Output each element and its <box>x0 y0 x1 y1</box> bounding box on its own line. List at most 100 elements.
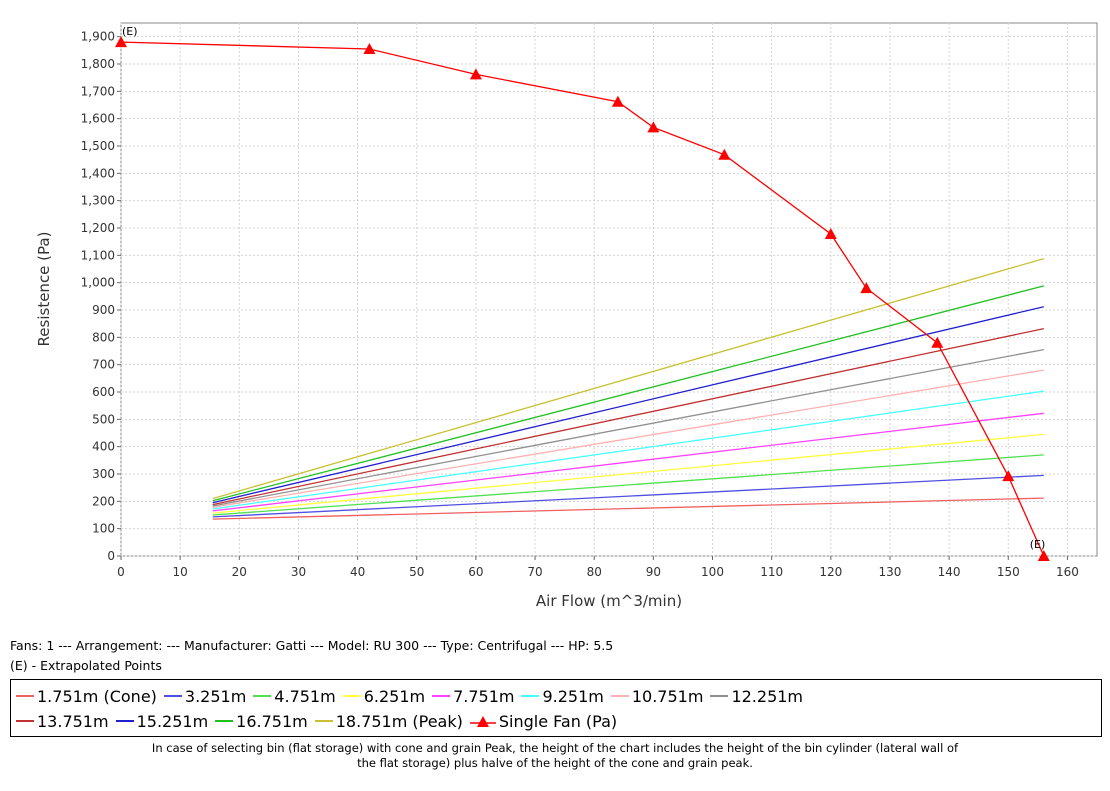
data-point-marker <box>469 68 482 80</box>
legend-swatch <box>253 695 272 697</box>
extrapolated-note: (E) - Extrapolated Points <box>10 658 162 673</box>
legend: 1.751m (Cone) 3.251m 4.751m 6.251m 7.751m 9.2… <box>10 679 1102 737</box>
legend-item: 4.751m <box>253 687 336 706</box>
x-tick-label: 50 <box>409 565 424 579</box>
legend-item: 6.251m <box>342 686 426 706</box>
data-point-marker <box>1002 470 1015 482</box>
x-tick-label: 100 <box>701 565 724 579</box>
legend-label: 9.251m <box>542 686 604 706</box>
data-point-marker <box>931 336 944 348</box>
legend-label: 12.251m <box>731 686 804 706</box>
legend-swatch <box>215 720 234 722</box>
grid <box>120 23 1097 557</box>
series-line <box>212 327 1044 506</box>
data-point-marker <box>647 121 660 133</box>
x-tick-label: 70 <box>527 565 542 579</box>
data-point-marker <box>1037 550 1050 561</box>
y-tick-label: 1,500 <box>81 139 115 153</box>
series-layer <box>115 36 1050 561</box>
footnote-line: the flat storage) plus halve of the heig… <box>357 756 753 770</box>
legend-label: 7.751m <box>453 686 515 706</box>
legend-item: 13.751m <box>16 712 109 731</box>
y-tick-label: 300 <box>92 467 115 481</box>
legend-row: 1.751m (Cone) 3.251m 4.751m 6.251m 7.751m 9.2… <box>16 684 810 708</box>
x-axis-label: Air Flow (m^3/min) <box>536 592 682 610</box>
y-tick-label: 700 <box>92 358 115 372</box>
y-tick-label: 200 <box>92 494 115 508</box>
y-tick-label: 1,800 <box>81 57 115 71</box>
y-tick-label: 600 <box>92 385 115 399</box>
y-tick-label: 500 <box>92 412 115 426</box>
y-tick-label: 0 <box>107 549 115 563</box>
series-line <box>212 412 1044 512</box>
legend-label: 13.751m <box>37 711 109 731</box>
legend-swatch <box>610 695 629 697</box>
x-tick-label: 60 <box>468 565 483 579</box>
legend-swatch <box>115 720 134 722</box>
data-point-marker <box>363 42 376 54</box>
x-tick-label: 30 <box>291 565 306 579</box>
y-axis-ticks: 0 100 200 300 400 500 600 700 800 900 1,000 1,100 1,… <box>81 30 121 563</box>
legend-swatch <box>16 695 34 697</box>
legend-label: 1.751m (Cone) <box>37 686 157 706</box>
y-tick-label: 1,200 <box>81 221 115 235</box>
legend-label: 3.251m <box>184 686 247 706</box>
legend-item: 9.251m <box>521 686 604 706</box>
legend-item: 3.251m <box>163 686 247 706</box>
y-tick-label: 1,000 <box>81 276 115 290</box>
series-line <box>212 369 1044 508</box>
x-tick-label: 20 <box>232 565 247 579</box>
series-line <box>212 474 1044 518</box>
series-line <box>212 306 1044 504</box>
legend-swatch <box>710 695 729 697</box>
y-tick-label: 900 <box>92 303 115 317</box>
y-tick-label: 100 <box>92 522 115 536</box>
legend-swatch <box>314 720 333 722</box>
series-line <box>212 433 1044 514</box>
y-tick-label: 1,900 <box>81 30 115 44</box>
series-line <box>212 348 1044 507</box>
legend-swatch <box>521 695 540 697</box>
data-point-marker <box>860 282 873 294</box>
legend-item: 1.751m (Cone) <box>16 687 157 706</box>
x-tick-label: 150 <box>997 565 1020 579</box>
fans-info: Fans: 1 --- Arrangement: --- Manufacture… <box>10 638 614 653</box>
x-tick-label: 10 <box>173 565 188 579</box>
legend-item: Single Fan (Pa) <box>469 711 618 731</box>
x-tick-label: 160 <box>1056 565 1079 579</box>
legend-label: Single Fan (Pa) <box>498 711 618 731</box>
legend-swatch <box>432 695 451 697</box>
x-tick-label: 130 <box>879 565 902 579</box>
y-axis-label: Resistence (Pa) <box>35 232 53 347</box>
x-tick-label: 80 <box>587 565 602 579</box>
footnote: In case of selecting bin (flat storage) … <box>0 741 1110 771</box>
data-point-marker <box>115 36 127 48</box>
y-tick-label: 1,400 <box>81 166 115 180</box>
y-tick-label: 1,600 <box>81 112 115 126</box>
plot-area <box>120 22 1098 557</box>
legend-item: 18.751m (Peak) <box>314 711 463 731</box>
y-tick-label: 1,700 <box>81 84 115 98</box>
footnote-line: In case of selecting bin (flat storage) … <box>151 741 959 755</box>
legend-swatch <box>163 695 182 697</box>
legend-label: 10.751m <box>631 686 704 706</box>
annotation-layer: (E) (E) <box>122 25 1045 551</box>
legend-item: 10.751m <box>610 686 704 706</box>
series-line <box>212 257 1044 500</box>
legend-marker-icon <box>469 714 496 728</box>
data-point-marker <box>611 95 624 107</box>
x-axis-ticks: 0 10 20 30 40 50 60 70 80 90 100 110 120 130 140 150 160 <box>117 556 1079 579</box>
data-point-marker <box>824 228 837 240</box>
legend-row: 13.751m 15.251m 16.751m 18.751m (Peak) Singl… <box>16 709 624 733</box>
legend-item: 12.251m <box>710 687 803 706</box>
legend-label: 6.251m <box>363 686 426 706</box>
legend-item: 7.751m <box>432 687 514 706</box>
legend-item: 16.751m <box>215 712 308 731</box>
x-tick-label: 40 <box>350 565 365 579</box>
series-line <box>212 497 1044 520</box>
legend-label: 18.751m (Peak) <box>335 711 463 731</box>
y-tick-label: 1,300 <box>81 194 115 208</box>
data-point-marker <box>718 148 731 160</box>
legend-item: 15.251m <box>115 711 209 731</box>
legend-label: 15.251m <box>136 711 209 731</box>
